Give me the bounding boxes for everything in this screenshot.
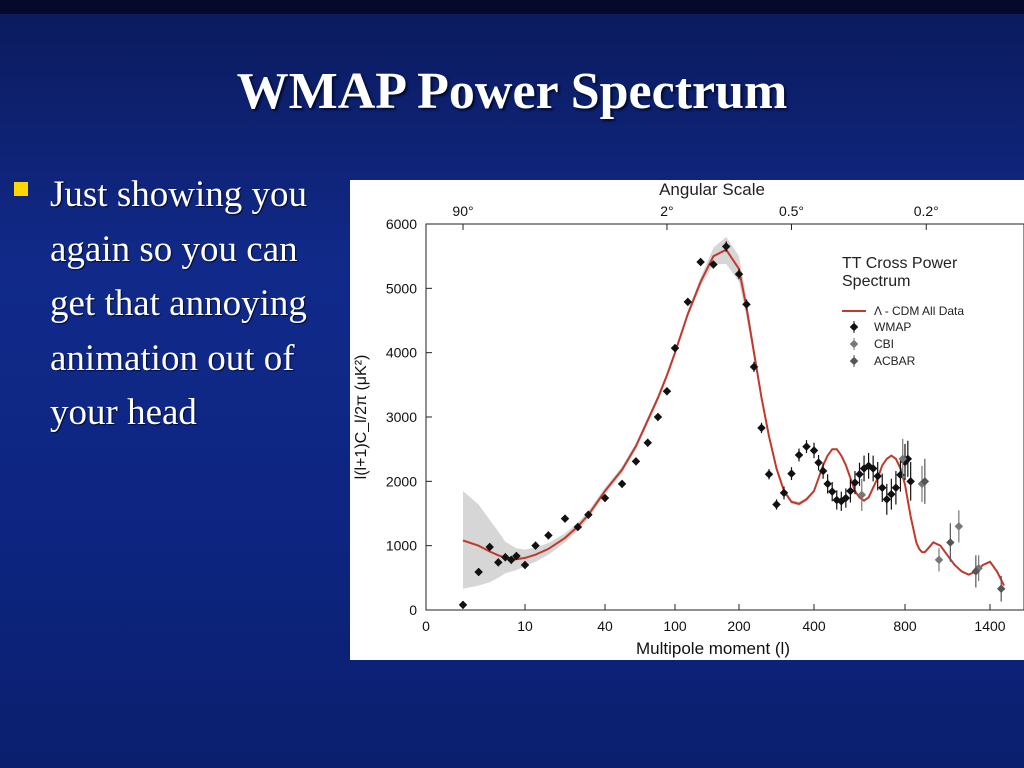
wmap-point [749,362,759,372]
y-tick-label: 0 [409,602,417,618]
top-tick-label: 0.5° [779,203,804,219]
wmap-point [662,387,672,396]
chart-panel: 0 1000 2000 3000 4000 5000 6000 0 10 40 100 200 400 8… [350,180,1024,660]
y-tick-label: 3000 [386,409,417,425]
wmap-point [600,493,610,503]
legend-marker [849,339,859,349]
wmap-point [882,495,892,504]
uncertainty-band [463,236,814,589]
legend-label: WMAP [874,320,911,334]
legend-marker [849,356,859,366]
wmap-point [823,479,832,489]
legend-label: ACBAR [874,354,916,368]
wmap-point [670,343,680,353]
wmap-point [757,423,766,433]
wmap-point [802,442,811,451]
cbi-point [954,522,964,531]
uncertainty-band-layer [463,236,814,589]
wmap-point [512,551,521,561]
legend-label: Λ - CDM All Data [874,304,964,318]
model-curve-layer [462,248,1005,587]
top-tick-label: 2° [660,203,673,219]
y-tick-label: 1000 [386,538,417,554]
wmap-point [560,514,570,523]
wmap-point [779,488,789,498]
wmap-point [814,458,823,467]
acbar-point [920,477,930,486]
power-spectrum-chart: 0 1000 2000 3000 4000 5000 6000 0 10 40 100 200 400 8… [353,180,1024,658]
x-axis-title: Multipole moment (l) [636,639,790,658]
wmap-point [850,478,860,487]
wmap-point [631,457,641,466]
chart-text-layer: 0 1000 2000 3000 4000 5000 6000 0 10 40 100 200 400 8… [353,180,1006,658]
cbi-point [857,490,867,500]
slide-title: WMAP Power Spectrum [236,63,788,120]
top-tick-label: 90° [452,203,473,219]
x-tick-label: 100 [663,618,687,634]
wmap-point [787,469,796,478]
y-axis-title: l(l+1)C_l/2π (μK²) [353,355,370,480]
top-bar [0,0,1024,14]
acbar-point [971,567,981,576]
y-tick-label: 4000 [386,345,417,361]
wmap-point [827,487,837,496]
top-axis-title: Angular Scale [659,180,765,199]
top-tick-label: 0.2° [914,203,939,219]
x-tick-label: 400 [802,618,826,634]
wmap-point [891,483,901,493]
y-tick-label: 2000 [386,473,417,489]
square-bullet-icon [14,182,28,196]
wmap-point [772,500,781,509]
x-tick-label: 1400 [974,618,1005,634]
wmap-point [841,493,851,503]
axes-layer [425,223,1024,611]
wmap-point [531,541,540,550]
wmap-point [818,466,828,476]
wmap-point [643,438,652,447]
wmap-point [809,446,819,455]
y-tick-label: 5000 [386,280,417,296]
y-tick-label: 6000 [386,216,417,232]
model-curve [462,248,1005,587]
wmap-point [794,450,804,460]
legend-label: CBI [874,337,894,351]
x-tick-label: 0 [422,618,430,634]
legend: TT Cross Power Spectrum Λ - CDM All Data WM… [842,255,964,368]
wmap-point [873,471,882,481]
acbar-point [996,584,1006,594]
wmap-point [887,489,896,499]
wmap-point [906,477,915,486]
wmap-point [764,470,774,479]
wmap-point [584,510,593,520]
wmap-point [903,454,913,464]
wmap-point [544,531,553,540]
wmap-point [485,542,494,552]
wmap-point [868,464,878,473]
legend-title: TT Cross Power Spectrum [842,255,958,290]
wmap-point [458,600,468,610]
x-tick-label: 40 [597,618,613,634]
x-tick-label: 800 [893,618,917,634]
legend-marker [849,322,859,332]
x-tick-label: 200 [727,618,751,634]
wmap-point [855,470,864,479]
wmap-point [494,558,503,567]
wmap-point [617,479,627,489]
bullet-text: Just showing you again so you can get th… [50,174,307,433]
cbi-point [898,454,907,464]
x-tick-label: 10 [517,618,533,634]
wmap-point [653,412,663,422]
wmap-point [696,257,705,267]
wmap-point [846,486,855,496]
wmap-point [878,483,887,493]
wmap-point [709,260,718,269]
cbi-point [934,555,944,565]
acbar-point [946,538,955,547]
wmap-point [501,553,510,562]
